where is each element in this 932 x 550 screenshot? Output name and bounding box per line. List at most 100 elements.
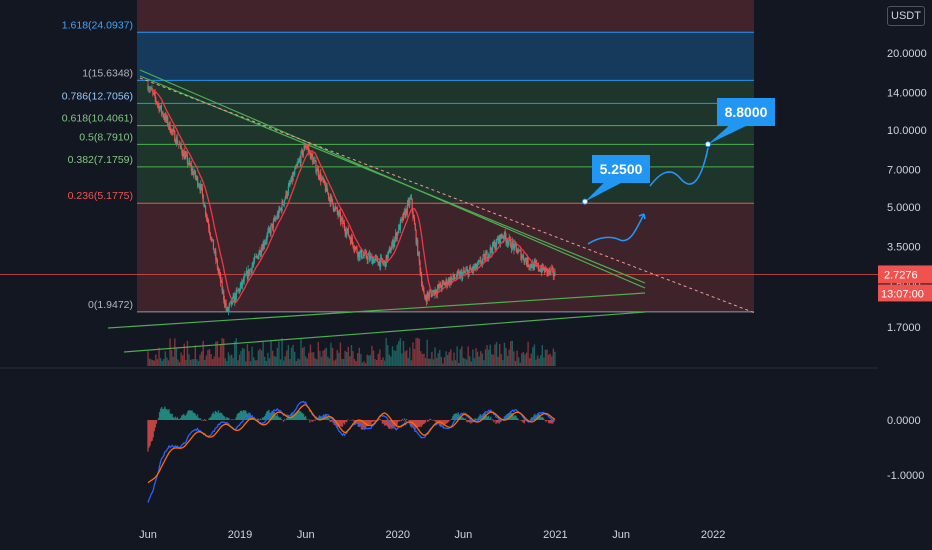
candle-body [439, 283, 442, 288]
volume-bar [499, 344, 501, 366]
volume-bar [456, 346, 458, 366]
volume-bar [371, 345, 373, 366]
volume-bar [448, 352, 450, 366]
macd-scale[interactable]: 0.0000 -1.0000 [887, 415, 924, 482]
candle-body [156, 101, 158, 104]
volume-bar [148, 358, 151, 366]
macd-histogram-bar [397, 420, 399, 422]
candle-body [213, 249, 215, 253]
price-tick-label: 20.0000 [887, 48, 927, 60]
macd-histogram-bar [461, 417, 464, 420]
macd-histogram-bar [403, 418, 406, 420]
macd-histogram-bar [223, 415, 225, 420]
candle-body [279, 208, 281, 210]
price-scale[interactable]: 20.0000 14.0000 10.0000 7.0000 5.0000 3.5000 2… [878, 48, 932, 334]
candle-body [519, 250, 521, 252]
macd-histogram-bar [197, 417, 200, 420]
macd-histogram-bar [235, 416, 238, 420]
candle-body [165, 114, 167, 120]
candle-body [252, 264, 254, 267]
volume-bar [338, 352, 340, 366]
macd-histogram-bar [532, 417, 534, 420]
candle-body [523, 260, 525, 263]
macd-histogram-bar [257, 418, 260, 420]
volume-bar [413, 348, 416, 366]
candle-body [334, 206, 336, 211]
volume-bar [432, 359, 435, 366]
volume-bar [437, 353, 439, 366]
macd-histogram-bar [419, 420, 422, 427]
macd-histogram-bar [436, 420, 438, 423]
volume-bar [382, 357, 384, 366]
macd-histogram-bar [228, 418, 230, 420]
macd-histogram-bar [353, 420, 355, 423]
volume-bar [450, 349, 452, 366]
candle-body [261, 248, 263, 251]
volume-bar [281, 338, 283, 366]
volume-bar [415, 338, 417, 366]
candle-body [420, 271, 422, 276]
candle-body [306, 147, 308, 149]
candle-body [320, 173, 322, 182]
volume-bar [306, 358, 308, 366]
volume-bar [311, 352, 313, 366]
macd-histogram-bar [549, 420, 552, 424]
macd-histogram-bar [422, 420, 425, 424]
macd-histogram-bar [188, 409, 190, 420]
candle-body [339, 212, 341, 214]
price-callouts[interactable]: 5.2500 8.8000 [582, 98, 776, 205]
macd-histogram-bar [428, 420, 430, 422]
volume-bar [248, 351, 250, 366]
candle-body [201, 187, 204, 195]
candle-body [313, 160, 315, 162]
macd-histogram-bar [294, 412, 296, 420]
macd-histogram-bar [452, 416, 454, 420]
volume-bar [473, 358, 476, 366]
candle-body [353, 246, 355, 250]
macd-histogram-bar [211, 413, 213, 420]
macd-histogram-bar [373, 420, 375, 421]
candle-body [208, 222, 210, 229]
macd-histogram-bar [458, 415, 460, 420]
macd-histogram-bar [174, 416, 177, 420]
candle-body [174, 131, 176, 142]
macd-histogram-bar [168, 409, 170, 420]
candle-body [532, 262, 534, 268]
macd-histogram-bar [173, 418, 175, 420]
candle-body [300, 151, 302, 164]
candle-body [207, 218, 209, 223]
candle-body [182, 151, 185, 157]
candle-body [544, 267, 547, 273]
macd-histogram-bar [303, 416, 306, 420]
macd-histogram-bar [309, 420, 311, 423]
macd-histogram-bar [490, 416, 492, 420]
candle-body [240, 281, 242, 287]
candle-body [443, 281, 445, 283]
fibonacci-retracement[interactable]: 1.618(24.0937) 1(15.6348) 0.786(12.7056) 0.… [0, 0, 878, 313]
currency-label[interactable]: USDT [887, 6, 925, 26]
candle-body [325, 185, 327, 192]
volume-bar [517, 357, 520, 366]
volume-bar [350, 345, 353, 366]
candle-body [424, 297, 427, 299]
candle-body [390, 250, 392, 254]
macd-histogram-bar [218, 413, 221, 420]
macd-histogram-bar [486, 416, 489, 420]
volume-bar [347, 346, 349, 366]
time-axis[interactable]: Jun 2019 Jun 2020 Jun 2021 Jun 2022 [139, 529, 725, 541]
candle-body [379, 260, 381, 268]
macd-histogram-bar [344, 420, 347, 422]
macd-histogram-bar [367, 420, 369, 427]
macd-histogram-bar [215, 411, 218, 420]
candle-body [211, 239, 213, 241]
projection-curve-1 [587, 213, 645, 245]
candle-body [147, 84, 149, 91]
macd-histogram-bar [282, 420, 285, 422]
projection-path[interactable] [587, 147, 709, 245]
trendlines[interactable] [107, 69, 756, 353]
candle-body [529, 263, 532, 268]
macd-histogram-bar [279, 417, 282, 420]
macd-histogram-bar [492, 419, 494, 420]
macd-histogram-bar [190, 410, 192, 420]
